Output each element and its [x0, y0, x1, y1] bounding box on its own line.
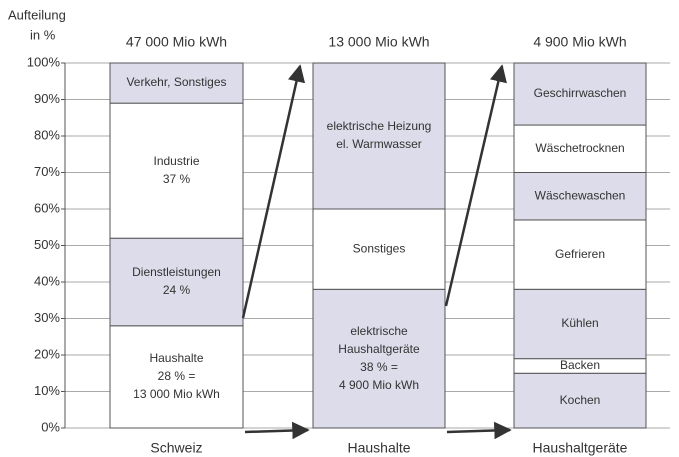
segment	[513, 172, 647, 221]
arrows	[241, 64, 512, 440]
segment-label: 13 000 Mio kWh	[133, 387, 220, 401]
segment	[513, 62, 647, 126]
segment	[312, 62, 446, 210]
segment-label: elektrische	[350, 324, 408, 338]
total-label: 4 900 Mio kWh	[533, 34, 626, 50]
y-tick-label: 20%	[34, 346, 60, 361]
segment-label: Verkehr, Sonstiges	[126, 75, 226, 89]
segment-label: Kühlen	[561, 316, 598, 330]
arrow	[241, 64, 306, 319]
segment	[109, 325, 244, 429]
y-tick-label: 60%	[34, 200, 60, 215]
segment	[109, 62, 244, 104]
segment-label: 24 %	[163, 283, 191, 297]
x-tick-label: Schweiz	[150, 440, 202, 456]
arrow	[446, 421, 512, 440]
arrow	[244, 421, 310, 440]
y-tick-label: 50%	[34, 237, 60, 252]
y-tick-label: 100%	[27, 54, 61, 69]
segment	[109, 237, 244, 327]
y-tick-label: 0%	[41, 419, 60, 434]
segment-label: 28 % =	[158, 369, 196, 383]
segment-label: Sonstiges	[353, 241, 406, 255]
y-tick-label: 30%	[34, 310, 60, 325]
segment	[312, 288, 446, 429]
segment-label: 4 900 Mio kWh	[339, 378, 419, 392]
segment-label: el. Warmwasser	[336, 137, 422, 151]
segment-label: Wäschetrocknen	[535, 141, 624, 155]
segment	[513, 219, 647, 290]
segment-label: Backen	[560, 358, 600, 372]
y-tick-label: 90%	[34, 91, 60, 106]
y-tick-label: 80%	[34, 127, 60, 142]
x-tick-label: Haushaltgeräte	[533, 440, 628, 456]
bars: Haushalte 28 % = 13 000 Mio kWh Dienstleist…	[109, 62, 647, 429]
segment-label: Gefrieren	[555, 247, 605, 261]
segment	[312, 208, 446, 290]
segment-label: Industrie	[153, 154, 199, 168]
x-tick-label: Haushalte	[347, 440, 410, 456]
segment	[109, 102, 244, 239]
segment-label: Wäschewaschen	[535, 188, 626, 202]
segment-label: 37 %	[163, 172, 191, 186]
y-tick-label: 70%	[34, 164, 60, 179]
segment	[513, 288, 647, 360]
segment-label: Haushaltgeräte	[338, 342, 420, 356]
axis-label: in %	[30, 27, 56, 42]
segment-label: elektrische Heizung	[327, 119, 432, 133]
segment-label: Dienstleistungen	[132, 265, 221, 279]
segment	[513, 372, 647, 429]
total-label: 13 000 Mio kWh	[328, 34, 429, 50]
segment-label: Haushalte	[149, 351, 203, 365]
segment-label: 38 % =	[360, 360, 398, 374]
arrow	[444, 64, 507, 307]
segment-label: Kochen	[560, 393, 601, 407]
y-tick-label: 10%	[34, 383, 60, 398]
total-label: 47 000 Mio kWh	[126, 34, 227, 50]
y-tick-label: 40%	[34, 273, 60, 288]
axis-label: Aufteilung	[8, 7, 66, 22]
segment-label: Geschirrwaschen	[534, 86, 627, 100]
